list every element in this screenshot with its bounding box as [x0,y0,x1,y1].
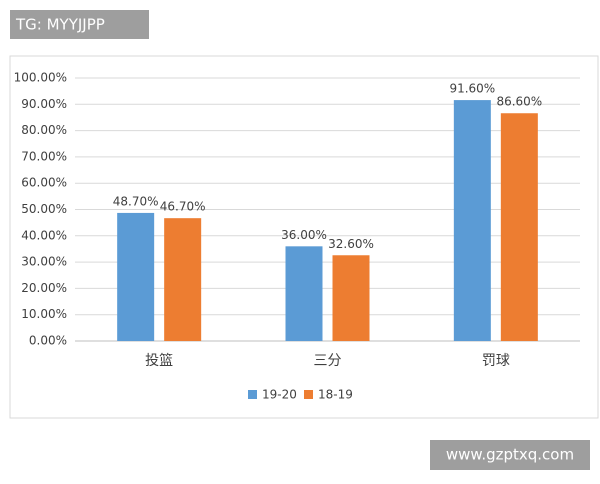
data-label: 46.70% [160,200,206,214]
y-tick-label: 90.00% [21,97,67,111]
watermark-box [430,440,590,470]
data-label: 86.60% [496,95,542,109]
y-tick-label: 30.00% [21,255,67,269]
y-tick-label: 80.00% [21,123,67,137]
bar [453,100,491,341]
legend-swatch [248,390,257,399]
data-label: 48.70% [113,194,159,208]
legend-label: 18-19 [318,388,353,402]
bar [164,218,202,341]
y-tick-label: 60.00% [21,176,67,190]
bar [117,212,155,341]
watermark-box [10,10,149,39]
bar [332,255,370,341]
chart-frame [9,55,599,419]
bar [500,113,538,341]
y-tick-label: 100.00% [14,71,67,85]
y-tick-label: 50.00% [21,202,67,216]
legend-swatch [304,390,313,399]
x-tick-label: 罚球 [482,353,510,369]
data-label: 32.60% [328,237,374,251]
bar [285,246,323,341]
data-label: 36.00% [281,228,327,242]
x-tick-label: 三分 [314,353,342,369]
watermark: TG: MYYJJPP [15,16,105,34]
y-tick-label: 0.00% [29,334,67,348]
data-label: 91.60% [449,82,495,96]
y-tick-label: 20.00% [21,281,67,295]
watermark: www.gzptxq.com [446,446,574,464]
y-tick-label: 70.00% [21,149,67,163]
x-tick-label: 投篮 [145,353,173,369]
legend-label: 19-20 [262,388,297,402]
y-tick-label: 40.00% [21,228,67,242]
y-tick-label: 10.00% [21,307,67,321]
